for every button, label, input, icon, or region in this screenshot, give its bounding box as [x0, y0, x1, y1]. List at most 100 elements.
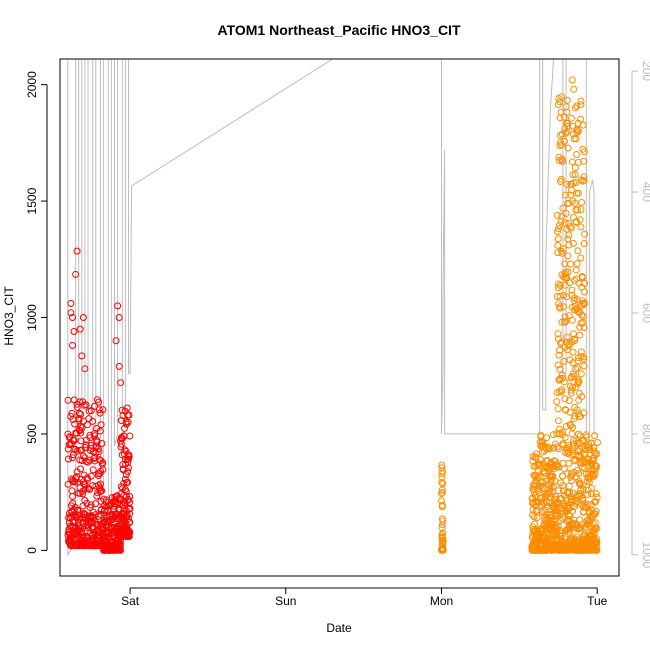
data-point — [438, 479, 446, 487]
data-point — [570, 85, 578, 93]
data-point — [568, 477, 576, 485]
data-point — [591, 510, 599, 518]
data-point — [556, 365, 564, 373]
data-point — [559, 204, 567, 212]
data-point — [560, 465, 568, 473]
data-point — [560, 487, 567, 495]
data-point — [532, 454, 540, 462]
data-point — [438, 524, 446, 532]
right-tick-label: 800 — [640, 424, 650, 444]
right-tick-label: 1000 — [640, 541, 650, 568]
data-point — [563, 333, 571, 341]
data-point — [77, 437, 85, 445]
data-point — [580, 355, 588, 363]
data-point — [592, 490, 600, 498]
data-point — [98, 487, 106, 495]
data-point — [117, 417, 125, 424]
data-point — [580, 409, 588, 417]
data-point — [559, 374, 567, 382]
data-point — [73, 403, 81, 411]
data-point — [97, 487, 105, 495]
data-point — [71, 420, 79, 428]
data-point — [574, 380, 582, 387]
data-point — [555, 221, 563, 229]
data-point — [592, 462, 600, 470]
data-point — [560, 303, 568, 311]
data-point — [550, 444, 558, 452]
data-point — [99, 466, 107, 474]
data-point — [585, 518, 593, 526]
data-point — [574, 247, 582, 255]
data-point — [438, 521, 446, 529]
data-point — [580, 324, 588, 331]
data-point — [577, 97, 585, 105]
data-point — [554, 225, 562, 233]
data-point — [571, 199, 579, 207]
data-point — [116, 540, 124, 548]
data-point — [96, 427, 104, 435]
data-point — [561, 395, 569, 403]
data-point — [577, 223, 585, 231]
data-point — [554, 330, 562, 338]
data-point — [592, 498, 600, 506]
data-point — [89, 417, 97, 425]
data-point — [564, 144, 572, 152]
data-point — [581, 288, 588, 296]
data-point — [579, 312, 587, 320]
data-point — [567, 382, 574, 390]
data-point — [568, 316, 576, 324]
data-point — [555, 388, 563, 396]
data-point — [121, 446, 129, 454]
data-point — [580, 299, 588, 307]
data-point — [111, 499, 119, 507]
data-point — [117, 379, 125, 387]
data-point — [89, 466, 97, 474]
data-point — [581, 279, 588, 287]
data-point — [531, 472, 539, 480]
data-point — [86, 431, 94, 439]
data-point — [583, 433, 590, 441]
data-point — [580, 353, 588, 361]
data-point — [64, 455, 72, 463]
data-point — [74, 506, 82, 514]
right-tick-label: 200 — [640, 61, 650, 81]
y-axis-label: HNO3_CIT — [2, 286, 16, 346]
data-point — [538, 484, 546, 492]
data-point — [569, 384, 576, 391]
data-point — [570, 179, 578, 187]
data-point — [125, 464, 132, 472]
data-point — [79, 452, 87, 460]
y-tick-label: 0 — [25, 547, 39, 554]
data-point — [569, 239, 577, 247]
data-point — [564, 119, 571, 127]
data-point — [529, 506, 537, 514]
data-point — [562, 422, 570, 430]
right-tick-label: 400 — [640, 182, 650, 202]
data-point — [556, 346, 564, 354]
data-point — [580, 362, 588, 370]
data-point — [562, 191, 569, 199]
data-point — [537, 482, 545, 490]
data-point — [126, 518, 134, 526]
data-point — [125, 532, 133, 540]
data-point — [438, 501, 446, 509]
data-point — [580, 240, 588, 247]
data-point — [593, 535, 601, 543]
data-point — [558, 388, 566, 396]
data-point — [121, 424, 128, 432]
data-point — [575, 189, 582, 197]
data-point — [439, 541, 446, 549]
data-point — [97, 457, 105, 465]
data-point — [543, 456, 551, 464]
data-point — [576, 331, 584, 339]
data-point — [534, 474, 542, 482]
data-point — [574, 119, 582, 127]
data-point — [438, 490, 445, 498]
data-point — [582, 503, 589, 511]
data-point — [577, 206, 585, 213]
data-point — [535, 460, 543, 468]
data-point — [566, 489, 573, 497]
data-point — [591, 432, 599, 440]
data-point — [543, 434, 551, 442]
data-point — [91, 432, 99, 440]
